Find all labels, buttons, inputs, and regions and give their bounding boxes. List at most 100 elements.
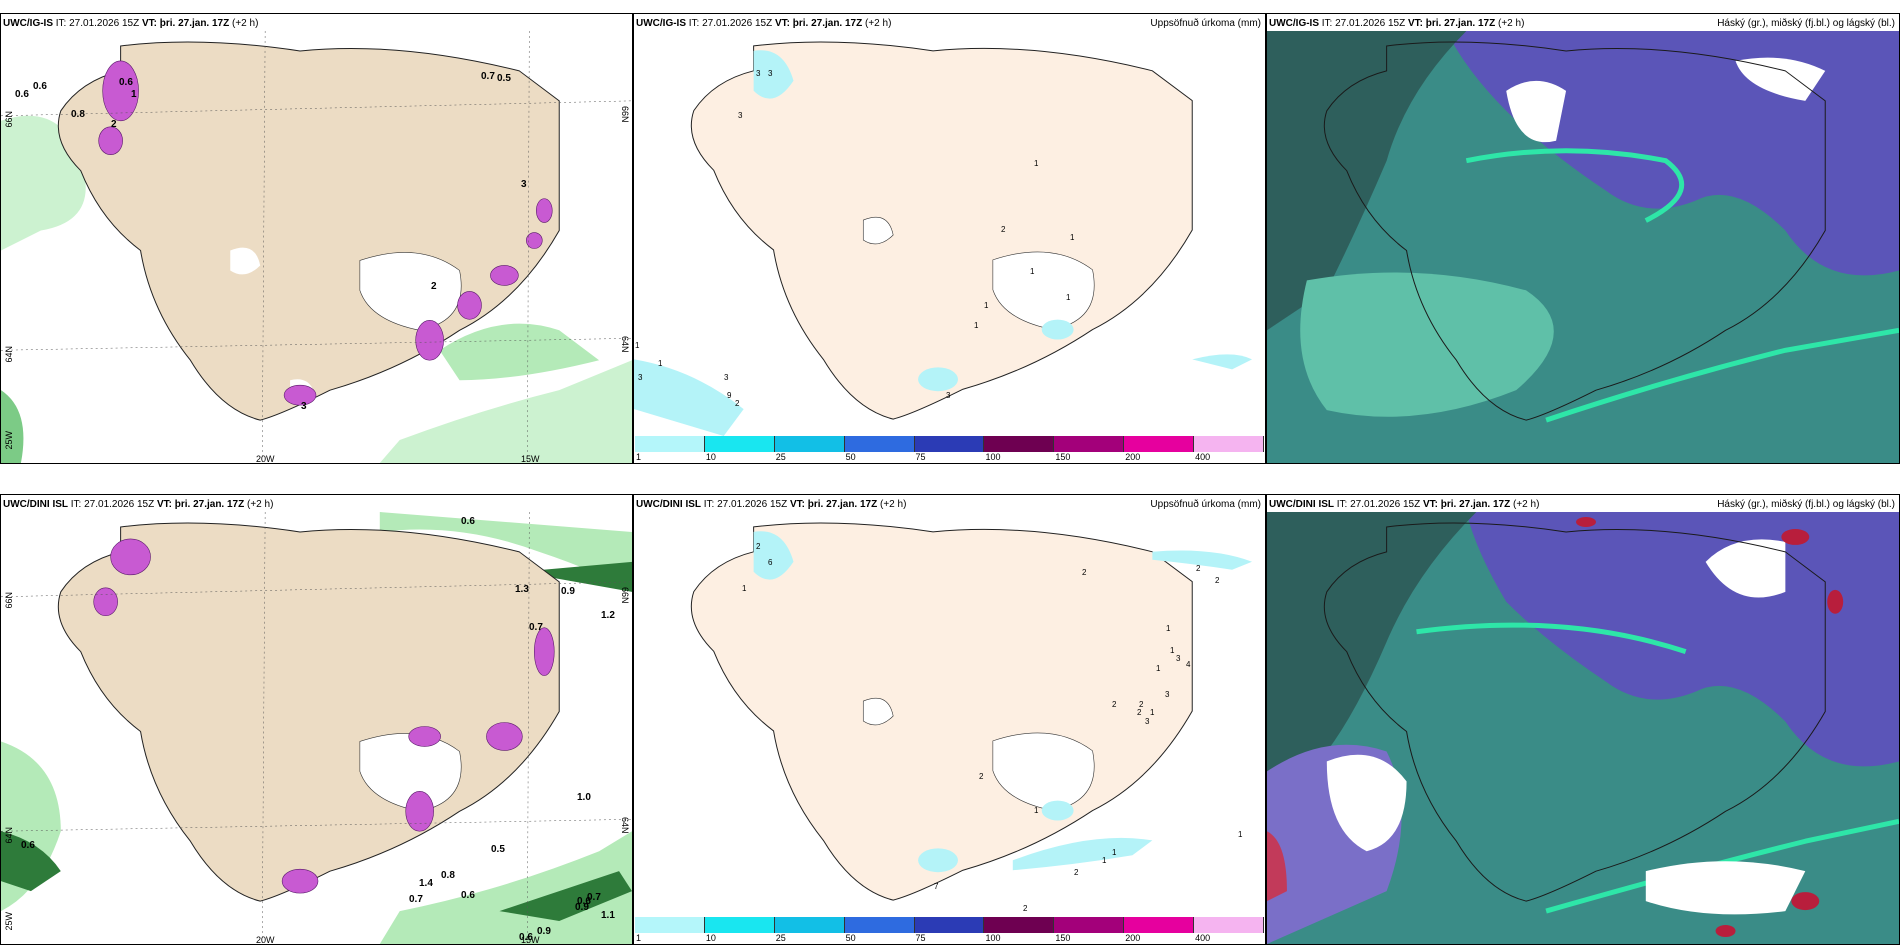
- wind-value-label: 0.6: [461, 516, 475, 527]
- colorbar-tick: 150: [1055, 452, 1071, 462]
- colorbar-tick: 100: [985, 452, 1001, 462]
- wind-value-label: 0.6: [461, 890, 475, 901]
- cloud-title: Háský (gr.), miðský (fj.bl.) og lágský (…: [1717, 499, 1895, 510]
- precip-value-label: 1: [1170, 646, 1175, 655]
- precip-value-label: 1: [1112, 848, 1117, 857]
- wind-value-label: 2: [111, 119, 117, 130]
- precip-value-label: 1: [1238, 830, 1243, 839]
- precip-value-label: 1: [1156, 664, 1161, 673]
- precip-value-label: 6: [768, 558, 773, 567]
- precip-cells: [98, 60, 553, 406]
- wind-value-label: 0.6: [119, 77, 133, 88]
- panel-title: UWC/IG-IS IT: 27.01.2026 15Z VT: þri. 27…: [3, 18, 259, 29]
- colorbar-tick: 25: [775, 933, 786, 943]
- precip-value-label: 1: [974, 321, 979, 330]
- wind-green-region: [379, 360, 632, 463]
- colorbar-swatch: [984, 917, 1055, 933]
- wind-value-label: 0.7: [409, 894, 423, 905]
- precip-light-areas: [753, 531, 1253, 873]
- precip-value-label: 3: [1145, 717, 1150, 726]
- wind-panel-dini: UWC/DINI ISL IT: 27.01.2026 15Z VT: þri.…: [0, 494, 633, 945]
- wind-value-label: 0.6: [577, 896, 591, 907]
- cloud-white-gap: [1735, 57, 1826, 101]
- cloud-title: Háský (gr.), miðský (fj.bl.) og lágský (…: [1717, 18, 1895, 29]
- lon-label: 15W: [521, 454, 540, 464]
- wind-value-label: 0.9: [561, 586, 575, 597]
- precip-value-label: 1: [1066, 293, 1071, 302]
- panel-title: UWC/DINI ISL IT: 27.01.2026 15Z VT: þri.…: [3, 499, 274, 510]
- precip-value-label: 9: [727, 391, 732, 400]
- cloud-mint-band: [1545, 327, 1899, 423]
- lon-label: 20W: [256, 935, 275, 945]
- wind-value-label: 3: [301, 401, 307, 412]
- wind-value-label: 0.6: [33, 81, 47, 92]
- colorbar-swatch: [635, 436, 705, 452]
- precip-value-label: 1: [1150, 708, 1155, 717]
- wind-value-label: 0.9: [537, 926, 551, 937]
- lat-label: 25W: [4, 431, 14, 450]
- cloud-panel-dini: UWC/DINI ISL IT: 27.01.2026 15Z VT: þri.…: [1266, 494, 1900, 945]
- precip-value-label: 1: [658, 359, 663, 368]
- wind-value-label: 1.0: [577, 792, 591, 803]
- precip-map-svg: [634, 31, 1265, 436]
- wind-value-label: 0.7: [587, 892, 601, 903]
- colorbar-swatch: [774, 436, 845, 452]
- lat-label: 66N: [4, 592, 14, 609]
- colorbar-swatch: [1124, 917, 1195, 933]
- wind-value-label: 0.8: [71, 109, 85, 120]
- wind-map: 66N 64N 25W 66N 64N 20W 15W 0.6 0.6 0.8 0.7…: [1, 31, 632, 463]
- lon-label: 20W: [256, 454, 275, 464]
- precip-value-label: 3: [1176, 654, 1181, 663]
- lat-label-right: 64N: [620, 817, 630, 834]
- glacier: [992, 251, 1095, 330]
- glacier: [862, 697, 894, 726]
- lat-label-right: 66N: [620, 106, 630, 123]
- colorbar-swatch: [1194, 436, 1264, 452]
- cloud-mint-band: [1465, 148, 1685, 223]
- lon-label: 15W: [521, 935, 540, 945]
- glacier: [992, 732, 1095, 811]
- cloud-light-region: [1300, 272, 1554, 417]
- cloud-white-gap: [1645, 861, 1806, 915]
- iceland-outline: [1323, 41, 1826, 421]
- cloud-dark-region: [1267, 31, 1467, 331]
- precip-value-label: 3: [768, 69, 773, 78]
- precip-value-label: 4: [1186, 660, 1191, 669]
- precip-value-label: 2: [735, 399, 740, 408]
- lat-label-right: 64N: [620, 336, 630, 353]
- colorbar-swatch: [1054, 436, 1125, 452]
- panel-title: UWC/DINI ISL IT: 27.01.2026 15Z VT: þri.…: [1269, 499, 1540, 510]
- colorbar-swatch: [704, 436, 775, 452]
- precip-value-label: 1: [1070, 233, 1075, 242]
- colorbar-tick: 75: [915, 933, 926, 943]
- lat-label-right: 66N: [620, 587, 630, 604]
- colorbar-swatch: [704, 917, 775, 933]
- precip-value-label: 1: [1166, 624, 1171, 633]
- precip-value-label: 3: [724, 373, 729, 382]
- precip-value-label: 2: [1112, 700, 1117, 709]
- precip-value-label: 1: [1034, 159, 1039, 168]
- wind-dark-region: [519, 561, 632, 592]
- colorbar-tick: 1: [636, 933, 642, 943]
- lat-label: 66N: [4, 111, 14, 128]
- precip-colorbar: 1 10 25 50 75 100 150 200 400: [635, 436, 1264, 462]
- graticule: [1, 31, 632, 463]
- colorbar-swatch: [1194, 917, 1264, 933]
- cloud-map: [1267, 512, 1899, 944]
- colorbar-tick: 400: [1195, 933, 1211, 943]
- precip-value-label: 2: [756, 542, 761, 551]
- panel-title: UWC/IG-IS IT: 27.01.2026 15Z VT: þri. 27…: [1269, 18, 1525, 29]
- wind-dark-region: [499, 871, 632, 922]
- colorbar-tick: 100: [985, 933, 1001, 943]
- cloud-dark-region: [1267, 512, 1477, 772]
- precip-value-label: 2: [1074, 868, 1079, 877]
- precip-panel-dini: UWC/DINI ISL IT: 27.01.2026 15Z VT: þri.…: [633, 494, 1266, 945]
- precip-map-svg: [634, 512, 1265, 917]
- cloud-map-svg: [1267, 512, 1899, 944]
- colorbar-tick: 400: [1195, 452, 1211, 462]
- wind-map-svg: [1, 512, 632, 944]
- precip-value-label: 2: [1023, 904, 1028, 913]
- colorbar-swatch: [914, 917, 985, 933]
